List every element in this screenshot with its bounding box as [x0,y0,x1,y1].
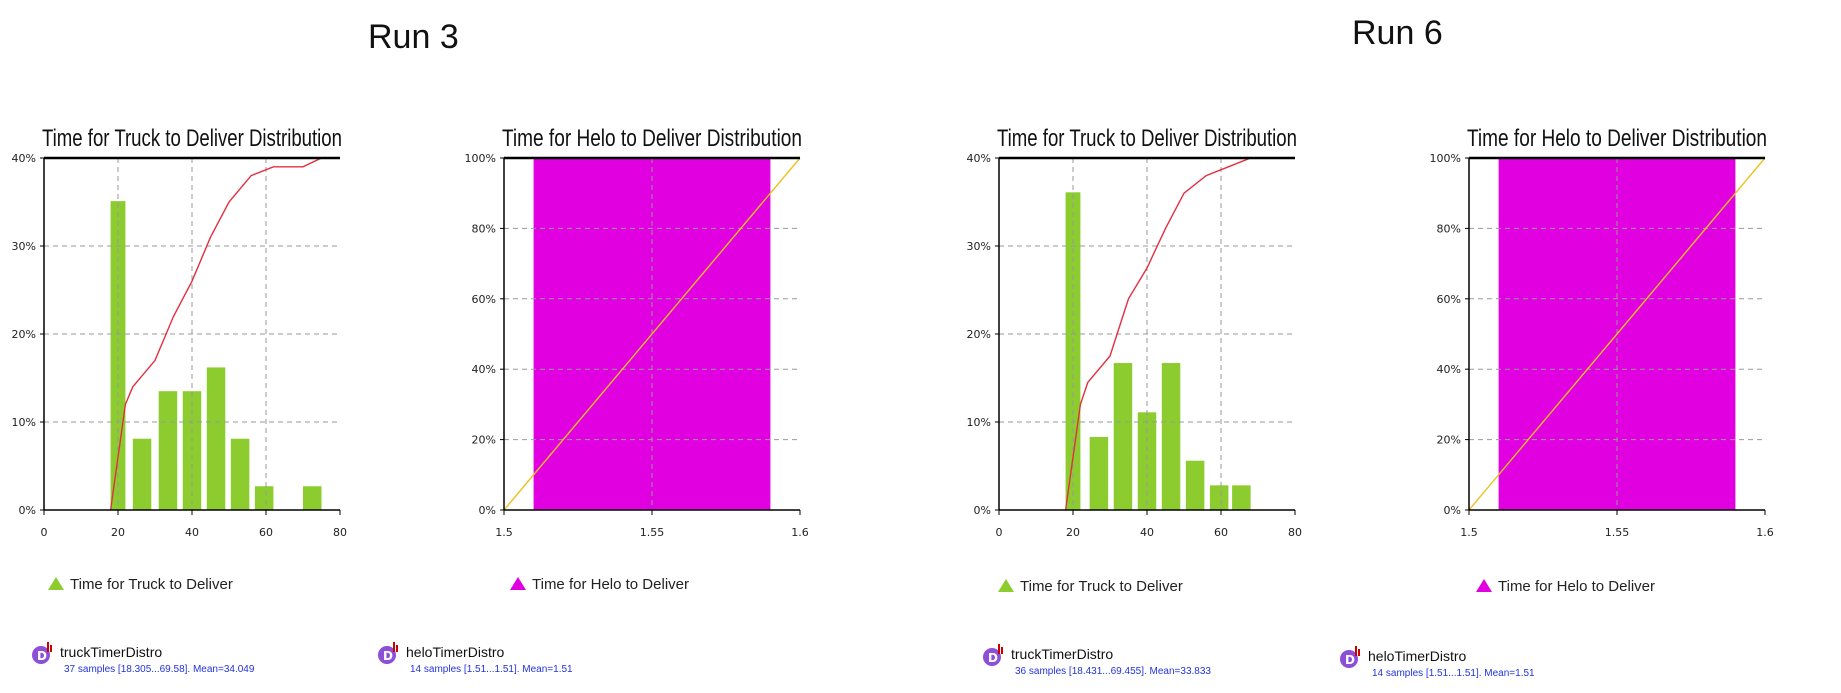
histogram-bar [1137,412,1157,510]
histogram-bar [303,486,322,510]
chart-title: Time for Truck to Deliver Distribution [997,125,1297,152]
y-tick-label: 80% [472,222,496,235]
distro-name: truckTimerDistro [1011,646,1114,662]
distro-name: heloTimerDistro [406,644,505,660]
y-tick-label: 30% [12,240,36,253]
svg-text:D: D [383,649,393,663]
distro-stats: 14 samples [1.51...1.51]. Mean=1.51 [410,664,573,675]
y-tick-label: 0% [19,504,36,517]
x-tick-label: 40 [185,526,199,539]
x-tick-label: 1.6 [791,526,809,539]
y-tick-label: 40% [472,363,496,376]
x-tick-label: 60 [259,526,273,539]
x-tick-label: 0 [41,526,48,539]
truck-distribution-chart-run-3: Time for Truck to Deliver Distribution 0%… [12,125,347,539]
svg-text:D: D [37,649,47,663]
x-tick-label: 60 [1214,526,1228,539]
histogram-bar [158,391,178,510]
legend-label: Time for Helo to Deliver [532,576,689,593]
histogram-bar [1161,363,1181,510]
y-tick-label: 20% [12,328,36,341]
x-tick-label: 0 [996,526,1003,539]
x-tick-label: 1.55 [1605,526,1630,539]
x-tick-label: 80 [333,526,347,539]
distribution-icon: D [983,644,1003,666]
distro-name: heloTimerDistro [1368,648,1467,664]
histogram-bar [1209,485,1229,510]
histogram-bar [254,486,274,510]
y-tick-label: 40% [1437,363,1461,376]
y-tick-label: 0% [479,504,496,517]
chart-title: Time for Helo to Deliver Distribution [502,125,802,152]
y-tick-label: 80% [1437,222,1461,235]
x-tick-label: 1.55 [640,526,665,539]
x-tick-label: 40 [1140,526,1154,539]
legend-truck-run-3: Time for Truck to Deliver [48,576,233,593]
x-tick-label: 20 [111,526,125,539]
histogram-bar [132,438,152,510]
run-3-title: Run 3 [368,18,459,56]
helo-distribution-chart-run-3: Time for Helo to Deliver Distribution 0% 2… [465,125,809,539]
histogram-bar [1089,436,1109,510]
distro-stats: 14 samples [1.51...1.51]. Mean=1.51 [1372,668,1535,679]
legend-marker-icon [998,579,1014,592]
y-tick-label: 20% [967,328,991,341]
legend-label: Time for Truck to Deliver [1020,578,1183,595]
y-tick-label: 30% [967,240,991,253]
cumulative-line [1468,157,1766,511]
y-tick-label: 10% [12,416,36,429]
y-tick-label: 20% [472,434,496,447]
distribution-icon: D [378,642,398,664]
y-tick-label: 100% [1430,152,1461,165]
distro-stats: 37 samples [18.305...69.58]. Mean=34.049 [64,664,255,675]
distro-name: truckTimerDistro [60,644,163,660]
svg-text:D: D [988,651,998,665]
run-6-title: Run 6 [1352,14,1443,52]
histogram-bar [206,367,226,510]
y-tick-label: 0% [974,504,991,517]
distro-stats: 36 samples [18.431...69.455]. Mean=33.83… [1015,666,1211,677]
histogram-bar [1232,485,1251,510]
legend-label: Time for Helo to Deliver [1498,578,1655,595]
x-tick-label: 80 [1288,526,1302,539]
distribution-icon: D [32,642,52,664]
x-tick-label: 20 [1066,526,1080,539]
y-tick-label: 40% [967,152,991,165]
y-tick-label: 20% [1437,434,1461,447]
y-tick-label: 40% [12,152,36,165]
truck-distribution-chart-run-6: Time for Truck to Deliver Distribution 0%… [967,125,1302,539]
histogram-bar [1113,363,1133,510]
y-tick-label: 60% [472,293,496,306]
legend-label: Time for Truck to Deliver [70,576,233,593]
cumulative-line [109,157,340,511]
histogram-bar [110,201,126,510]
y-tick-label: 0% [1444,504,1461,517]
x-tick-label: 1.5 [1460,526,1478,539]
y-tick-label: 60% [1437,293,1461,306]
svg-text:D: D [1345,653,1355,667]
histogram-bar [230,438,250,510]
chart-title: Time for Helo to Deliver Distribution [1467,125,1767,152]
legend-helo-run-3: Time for Helo to Deliver [510,576,689,593]
histogram-bar [1185,460,1205,510]
chart-title: Time for Truck to Deliver Distribution [42,125,342,152]
cumulative-line [503,157,801,511]
helo-distribution-chart-run-6: Time for Helo to Deliver Distribution 0% 2… [1430,125,1774,539]
legend-marker-icon [48,577,64,590]
distribution-icon: D [1340,646,1360,668]
legend-truck-run-6: Time for Truck to Deliver [998,578,1183,595]
y-tick-label: 10% [967,416,991,429]
legend-marker-icon [510,577,526,590]
legend-helo-run-6: Time for Helo to Deliver [1476,578,1655,595]
y-tick-label: 100% [465,152,496,165]
legend-marker-icon [1476,579,1492,592]
x-tick-label: 1.5 [495,526,513,539]
x-tick-label: 1.6 [1756,526,1774,539]
cumulative-line [1064,157,1295,511]
